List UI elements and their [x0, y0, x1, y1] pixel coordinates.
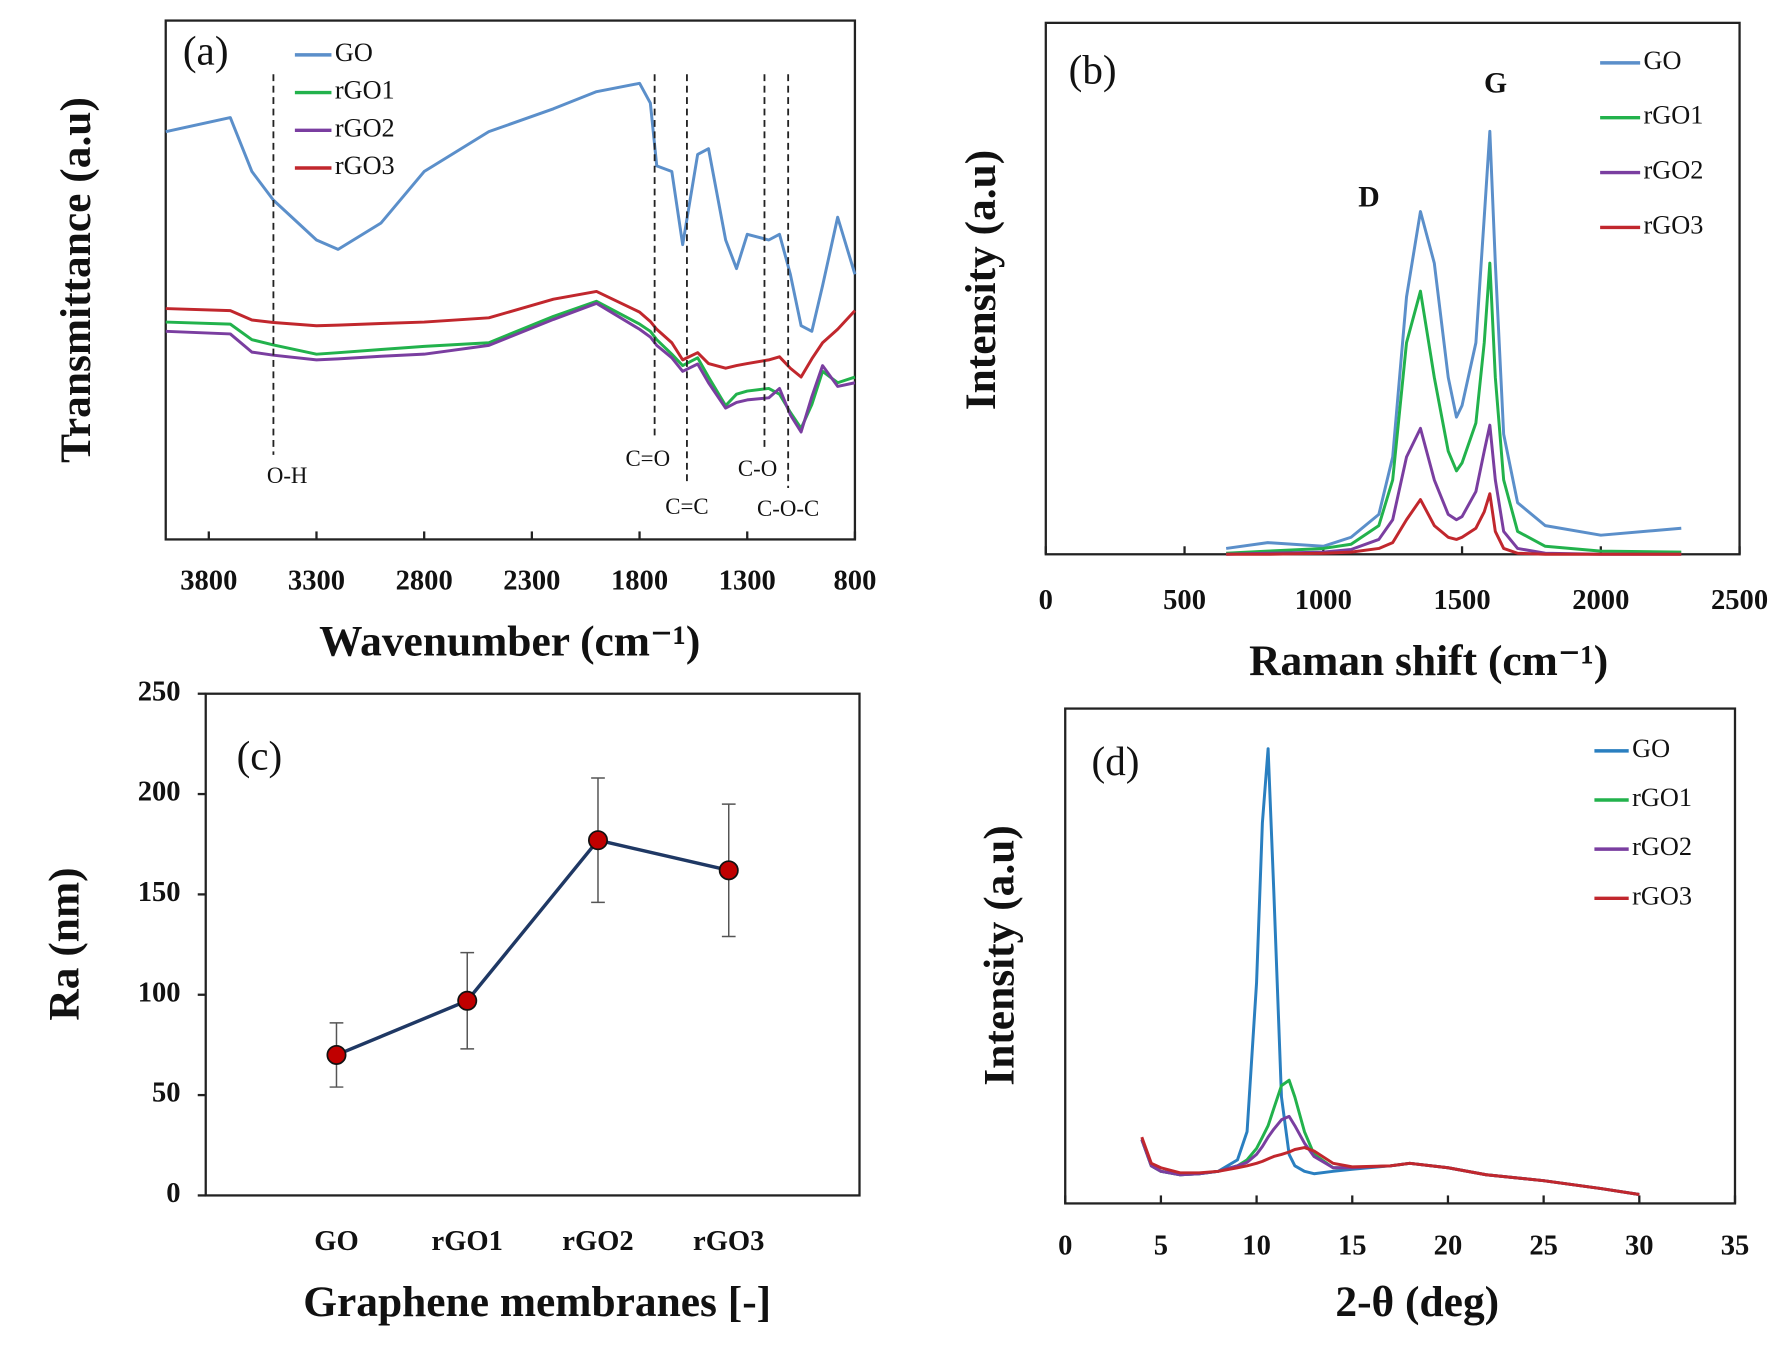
x-tick-label: 5: [1154, 1231, 1168, 1262]
legend-label: rGO1: [335, 76, 395, 105]
panel-label: (b): [1069, 47, 1117, 94]
data-line: [165, 289, 857, 379]
x-tick-label: 0: [1039, 585, 1053, 616]
x-tick-label: 2000: [1572, 585, 1629, 616]
plot-frame: [164, 19, 857, 541]
x-tick-label: rGO2: [562, 1226, 633, 1257]
data-line: [165, 301, 856, 434]
legend-label: rGO1: [1644, 101, 1704, 130]
annotation-label: C-O: [738, 456, 777, 481]
x-tick-label: 3800: [180, 565, 237, 596]
x-tick-label: 1500: [1433, 585, 1490, 616]
x-tick-label: 2300: [503, 565, 560, 596]
legend-label: rGO3: [1644, 210, 1704, 239]
panel-label: (c): [237, 732, 283, 779]
y-axis-title: Intensity (a.u): [975, 825, 1023, 1086]
data-line: [165, 299, 856, 430]
x-axis-title: 2-θ (deg): [1335, 1278, 1499, 1326]
legend-label: rGO2: [335, 113, 395, 142]
data-line: [1140, 747, 1640, 1196]
x-tick-label: 25: [1529, 1231, 1558, 1262]
legend-label: GO: [335, 38, 373, 67]
data-line: [1226, 261, 1682, 555]
data-point: [587, 830, 608, 851]
plot-frame: [1064, 707, 1737, 1205]
x-tick-label: 500: [1163, 585, 1206, 616]
data-line: [335, 838, 730, 1057]
y-tick-label: 250: [138, 676, 181, 707]
x-axis-title: Wavenumber (cm⁻¹): [319, 618, 700, 666]
x-tick-label: 20: [1434, 1231, 1463, 1262]
x-tick-label: 1000: [1295, 585, 1352, 616]
y-tick-label: 50: [152, 1078, 181, 1109]
annotation-label: C=O: [625, 446, 670, 471]
y-tick-label: 100: [138, 977, 181, 1008]
data-line: [1225, 129, 1682, 550]
data-point: [457, 990, 478, 1011]
data-point: [718, 860, 739, 881]
y-tick-label: 150: [138, 877, 181, 908]
x-tick-label: rGO3: [693, 1226, 764, 1257]
legend-label: GO: [1644, 46, 1682, 75]
x-tick-label: 30: [1625, 1231, 1654, 1262]
x-tick-label: 800: [834, 565, 877, 596]
y-tick-label: 200: [138, 777, 181, 808]
data-line: [1226, 423, 1682, 556]
x-tick-label: rGO1: [432, 1226, 503, 1257]
legend-label: rGO2: [1644, 156, 1704, 185]
data-line: [1140, 1078, 1640, 1196]
x-tick-label: 35: [1721, 1231, 1750, 1262]
annotation-label: C=C: [665, 494, 708, 519]
y-axis-title: Ra (nm): [41, 867, 89, 1020]
x-tick-label: 3300: [288, 565, 345, 596]
x-tick-label: 2500: [1711, 585, 1768, 616]
legend-label: rGO1: [1632, 783, 1692, 812]
x-tick-label: 1800: [611, 565, 668, 596]
legend-label: GO: [1632, 734, 1670, 763]
annotation-label: C-O-C: [757, 496, 819, 521]
y-axis-title: Transmittance (a.u): [52, 97, 100, 463]
x-tick-label: 0: [1058, 1231, 1072, 1262]
x-tick-label: 10: [1242, 1231, 1271, 1262]
peak-label: G: [1484, 67, 1507, 99]
data-line: [165, 81, 857, 333]
x-axis-title: Raman shift (cm⁻¹): [1249, 637, 1608, 685]
y-axis-title: Intensity (a.u): [957, 150, 1005, 411]
x-tick-label: 1300: [719, 565, 776, 596]
data-point: [326, 1044, 347, 1065]
data-line: [1226, 492, 1682, 556]
peak-label: D: [1358, 182, 1379, 214]
x-axis-title: Graphene membranes [-]: [303, 1278, 771, 1326]
plot-frame: [1044, 21, 1741, 556]
panel-label: (a): [183, 27, 229, 74]
legend-label: rGO2: [1632, 832, 1692, 861]
x-tick-label: 2800: [396, 565, 453, 596]
legend-label: rGO3: [1632, 881, 1692, 910]
x-tick-label: 15: [1338, 1231, 1367, 1262]
x-tick-label: GO: [314, 1226, 358, 1257]
data-line: [1140, 1136, 1640, 1196]
panel-label: (d): [1092, 738, 1140, 785]
annotation-label: O-H: [267, 463, 308, 488]
plot-frame: [204, 692, 861, 1197]
legend-label: rGO3: [335, 151, 395, 180]
y-tick-label: 0: [166, 1178, 180, 1209]
